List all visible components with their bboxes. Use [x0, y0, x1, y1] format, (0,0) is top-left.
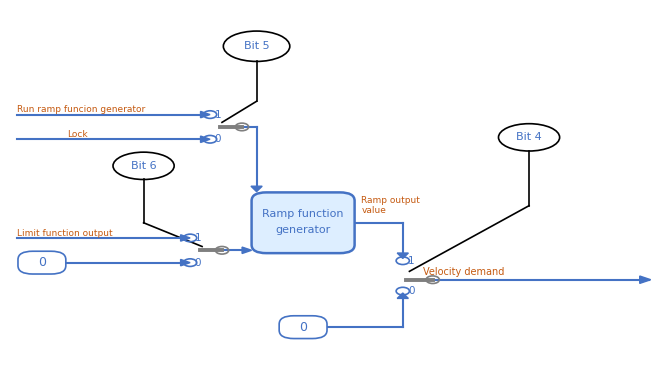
Text: 0: 0	[194, 258, 201, 267]
Text: Ramp output
value: Ramp output value	[361, 196, 420, 215]
Text: 0: 0	[214, 134, 221, 144]
Text: Bit 4: Bit 4	[516, 132, 542, 142]
Text: Ramp function: Ramp function	[262, 210, 344, 219]
FancyBboxPatch shape	[18, 251, 66, 274]
Polygon shape	[180, 259, 190, 266]
Polygon shape	[180, 235, 190, 241]
Text: 1: 1	[408, 256, 415, 266]
Polygon shape	[200, 111, 210, 118]
Text: Lock: Lock	[67, 130, 88, 139]
Text: Limit function output: Limit function output	[17, 229, 113, 237]
Text: Bit 6: Bit 6	[131, 161, 157, 171]
Polygon shape	[242, 247, 252, 253]
FancyBboxPatch shape	[279, 316, 327, 339]
Text: Run ramp funcion generator: Run ramp funcion generator	[17, 105, 146, 114]
Text: Bit 5: Bit 5	[244, 41, 269, 51]
Text: generator: generator	[276, 225, 331, 235]
FancyBboxPatch shape	[252, 192, 354, 253]
Polygon shape	[640, 276, 651, 283]
Text: 0: 0	[38, 256, 46, 269]
Text: 0: 0	[408, 286, 415, 296]
Text: 1: 1	[194, 233, 201, 243]
Polygon shape	[200, 136, 210, 142]
Text: Velocity demand: Velocity demand	[423, 267, 504, 277]
Text: 1: 1	[214, 110, 221, 120]
Polygon shape	[397, 293, 408, 298]
Polygon shape	[251, 186, 262, 192]
Text: 0: 0	[299, 321, 307, 334]
Polygon shape	[397, 253, 408, 258]
